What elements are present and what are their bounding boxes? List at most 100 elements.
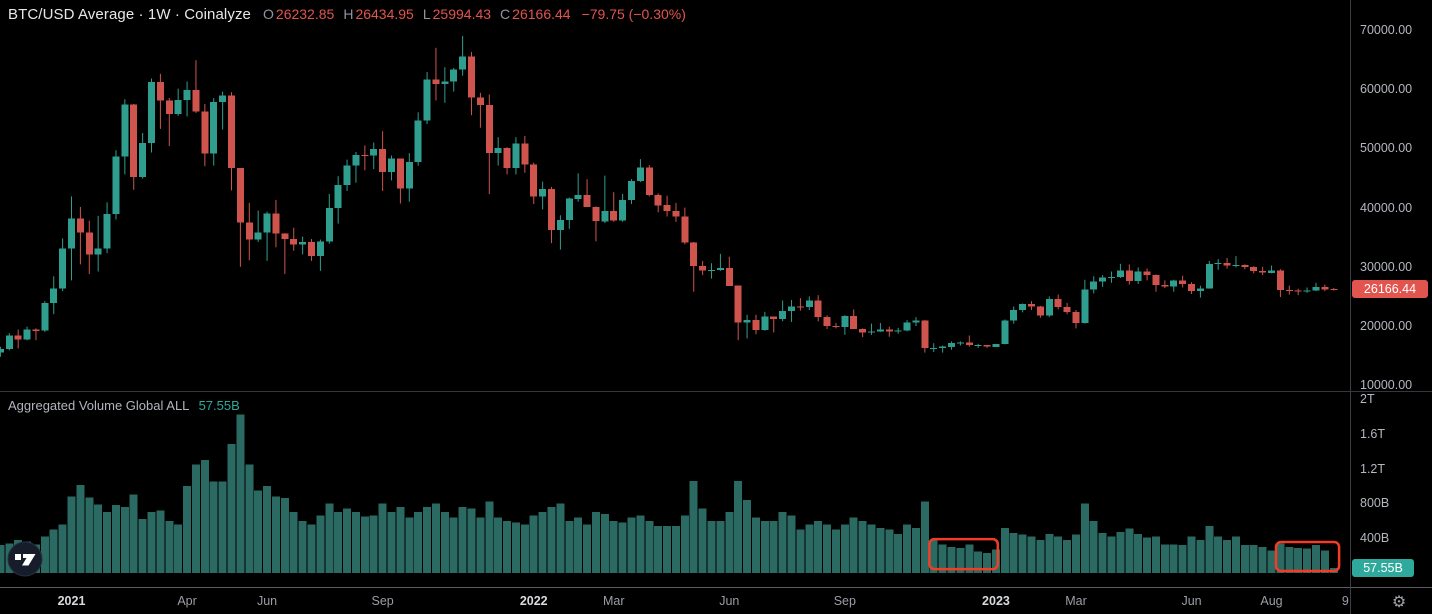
volume-bar	[796, 529, 805, 573]
price-tick-label: 50000.00	[1360, 141, 1413, 156]
volume-bar	[298, 520, 307, 573]
candle-body	[716, 268, 724, 270]
candle-body	[405, 162, 413, 189]
candle-body	[1276, 270, 1284, 290]
volume-bar	[725, 512, 734, 573]
candle-body	[930, 347, 938, 349]
chart-plot[interactable]	[0, 0, 1350, 587]
time-tick-label: 2021	[57, 594, 86, 608]
volume-bar	[547, 506, 556, 573]
volume-bar	[1232, 536, 1240, 573]
volume-bar	[1107, 536, 1116, 573]
candle-body	[174, 99, 182, 115]
volume-bar	[840, 524, 849, 573]
gear-icon[interactable]: ⚙	[1391, 594, 1407, 611]
volume-bar	[1018, 534, 1027, 573]
candle-body	[743, 320, 751, 323]
volume-bar	[1249, 545, 1258, 573]
candle-body	[1063, 307, 1071, 312]
candle-body	[708, 269, 715, 271]
candle-body	[245, 222, 253, 240]
candle-body	[5, 335, 13, 350]
volume-tick-label: 2T	[1360, 392, 1375, 406]
chart-legend: BTC/USD Average · 1W · Coinalyze O 26232.…	[8, 6, 686, 23]
candle-body	[112, 156, 120, 215]
volume-bar	[1143, 537, 1152, 573]
volume-bar	[343, 508, 352, 573]
time-tick-label: Sep	[371, 594, 394, 608]
candle-body	[770, 316, 778, 319]
candle-body	[1116, 270, 1124, 277]
candle-body	[1179, 280, 1187, 284]
volume-bar	[334, 512, 343, 573]
volume-bar	[574, 517, 583, 573]
symbol-title[interactable]: BTC/USD Average · 1W · Coinalyze	[8, 6, 252, 23]
candle-body	[1250, 266, 1258, 271]
volume-bar	[1036, 539, 1045, 573]
volume-bar	[743, 499, 752, 573]
candle-body	[263, 213, 271, 233]
high-value: 26434.95	[355, 6, 414, 22]
candle-body	[1223, 263, 1231, 266]
volume-bar	[1000, 527, 1009, 573]
volume-bar	[823, 524, 832, 573]
volume-bar	[867, 524, 876, 573]
candle-body	[272, 213, 280, 234]
candle-body	[956, 342, 964, 344]
volume-bar	[556, 503, 565, 573]
candle-body	[761, 316, 769, 331]
volume-bar	[440, 512, 449, 573]
change-value: −79.75 (−0.30%)	[581, 6, 686, 22]
volume-bar	[645, 520, 654, 573]
volume-bar	[600, 513, 609, 573]
volume-bar	[396, 506, 405, 573]
highlight-box-annotation[interactable]	[928, 537, 1000, 571]
volume-bar	[1169, 544, 1178, 573]
candle-body	[788, 306, 795, 312]
candle-body	[1081, 289, 1089, 323]
candle-body	[130, 104, 138, 177]
time-tick-label: 9	[1341, 594, 1349, 608]
candle-body	[59, 248, 67, 289]
candle-body	[841, 315, 849, 328]
candle-body	[521, 143, 529, 165]
volume-bar	[280, 498, 289, 573]
candle-body	[468, 56, 475, 98]
volume-bar	[360, 516, 369, 573]
candle-body	[1232, 265, 1240, 266]
volume-bar	[476, 517, 485, 573]
candle-body	[1019, 304, 1027, 310]
volume-bar	[94, 504, 103, 573]
tradingview-logo[interactable]	[7, 541, 43, 577]
candle-body	[68, 218, 75, 249]
highlight-box-annotation[interactable]	[1274, 540, 1341, 573]
volume-indicator-title[interactable]: Aggregated Volume Global ALL	[8, 398, 189, 413]
volume-bar	[200, 459, 209, 573]
volume-bar	[529, 515, 538, 573]
candle-body	[619, 199, 627, 221]
candle-body	[476, 97, 484, 106]
pane-separator[interactable]	[0, 391, 1432, 392]
candle-body	[156, 82, 164, 101]
time-tick-label: Sep	[833, 594, 856, 608]
open-label: O	[263, 6, 274, 22]
candle-body	[539, 189, 547, 197]
candle-body	[441, 81, 449, 84]
volume-bar	[538, 512, 547, 573]
candle-body	[1268, 270, 1275, 273]
volume-bar	[58, 524, 67, 573]
candle-body	[423, 79, 431, 121]
candle-body	[1001, 320, 1009, 344]
volume-bar	[689, 480, 698, 573]
candle-body	[734, 285, 742, 323]
candle-body	[1090, 281, 1098, 290]
volume-bar	[858, 520, 867, 573]
candle-body	[556, 220, 564, 231]
candle-body	[1241, 265, 1249, 267]
volume-bar	[992, 549, 1000, 573]
low-label: L	[422, 6, 431, 22]
volume-bar	[1054, 536, 1063, 573]
volume-bar	[405, 517, 414, 573]
candle-body	[1054, 298, 1062, 308]
